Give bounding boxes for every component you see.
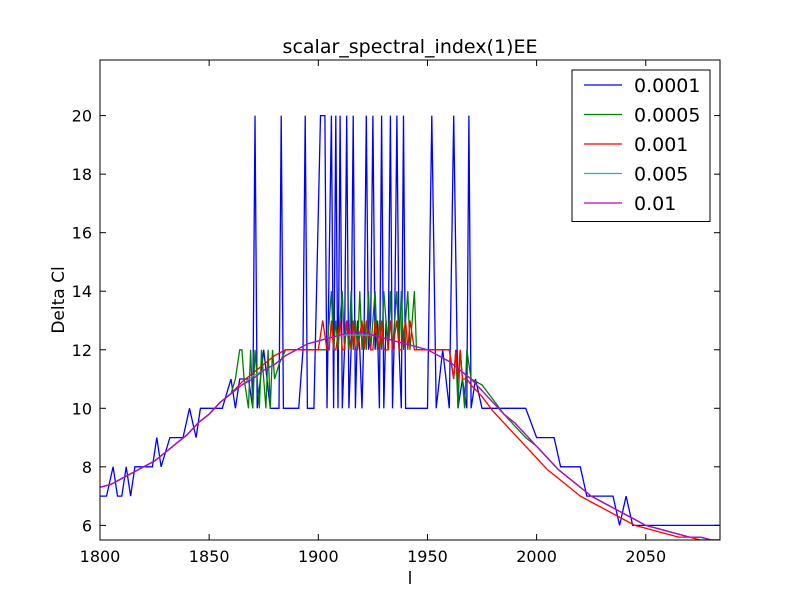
chart-title: scalar_spectral_index(1)EE — [283, 36, 538, 58]
legend: 0.0001 0.0005 0.001 0.005 0.01 — [571, 69, 711, 222]
legend-label-0: 0.0001 — [634, 75, 700, 97]
x-tick-label: 1800 — [80, 547, 121, 566]
plot-frame — [99, 59, 721, 541]
x-tick-label: 1900 — [298, 547, 339, 566]
y-tick-label: 20 — [72, 107, 92, 126]
series-line-4 — [100, 331, 720, 540]
y-axis-label: Delta Cl — [49, 266, 69, 333]
y-tick-label: 14 — [72, 282, 92, 301]
x-axis-label: l — [408, 569, 413, 589]
series-line-2 — [100, 320, 720, 540]
x-tick-label: 2000 — [516, 547, 557, 566]
x-tick-label: 1850 — [189, 547, 230, 566]
axes-layer: 1800 1850 1900 1950 2000 2050 6 8 10 12 14 16 18 20 — [72, 59, 721, 566]
series-layer — [100, 114, 720, 540]
legend-label-3: 0.005 — [634, 164, 688, 186]
y-tick-label: 8 — [82, 458, 92, 477]
x-tick-label: 2050 — [625, 547, 666, 566]
y-tick-label: 6 — [82, 516, 92, 535]
series-line-3 — [100, 334, 720, 540]
legend-label-1: 0.0005 — [634, 105, 700, 127]
legend-box — [571, 69, 711, 222]
y-tick-label: 16 — [72, 224, 92, 243]
y-tick-label: 18 — [72, 165, 92, 184]
y-tick-label: 10 — [72, 399, 92, 418]
legend-label-4: 0.01 — [634, 193, 676, 215]
legend-label-2: 0.001 — [634, 134, 688, 156]
x-tick-label: 1950 — [407, 547, 448, 566]
y-tick-label: 12 — [72, 341, 92, 360]
